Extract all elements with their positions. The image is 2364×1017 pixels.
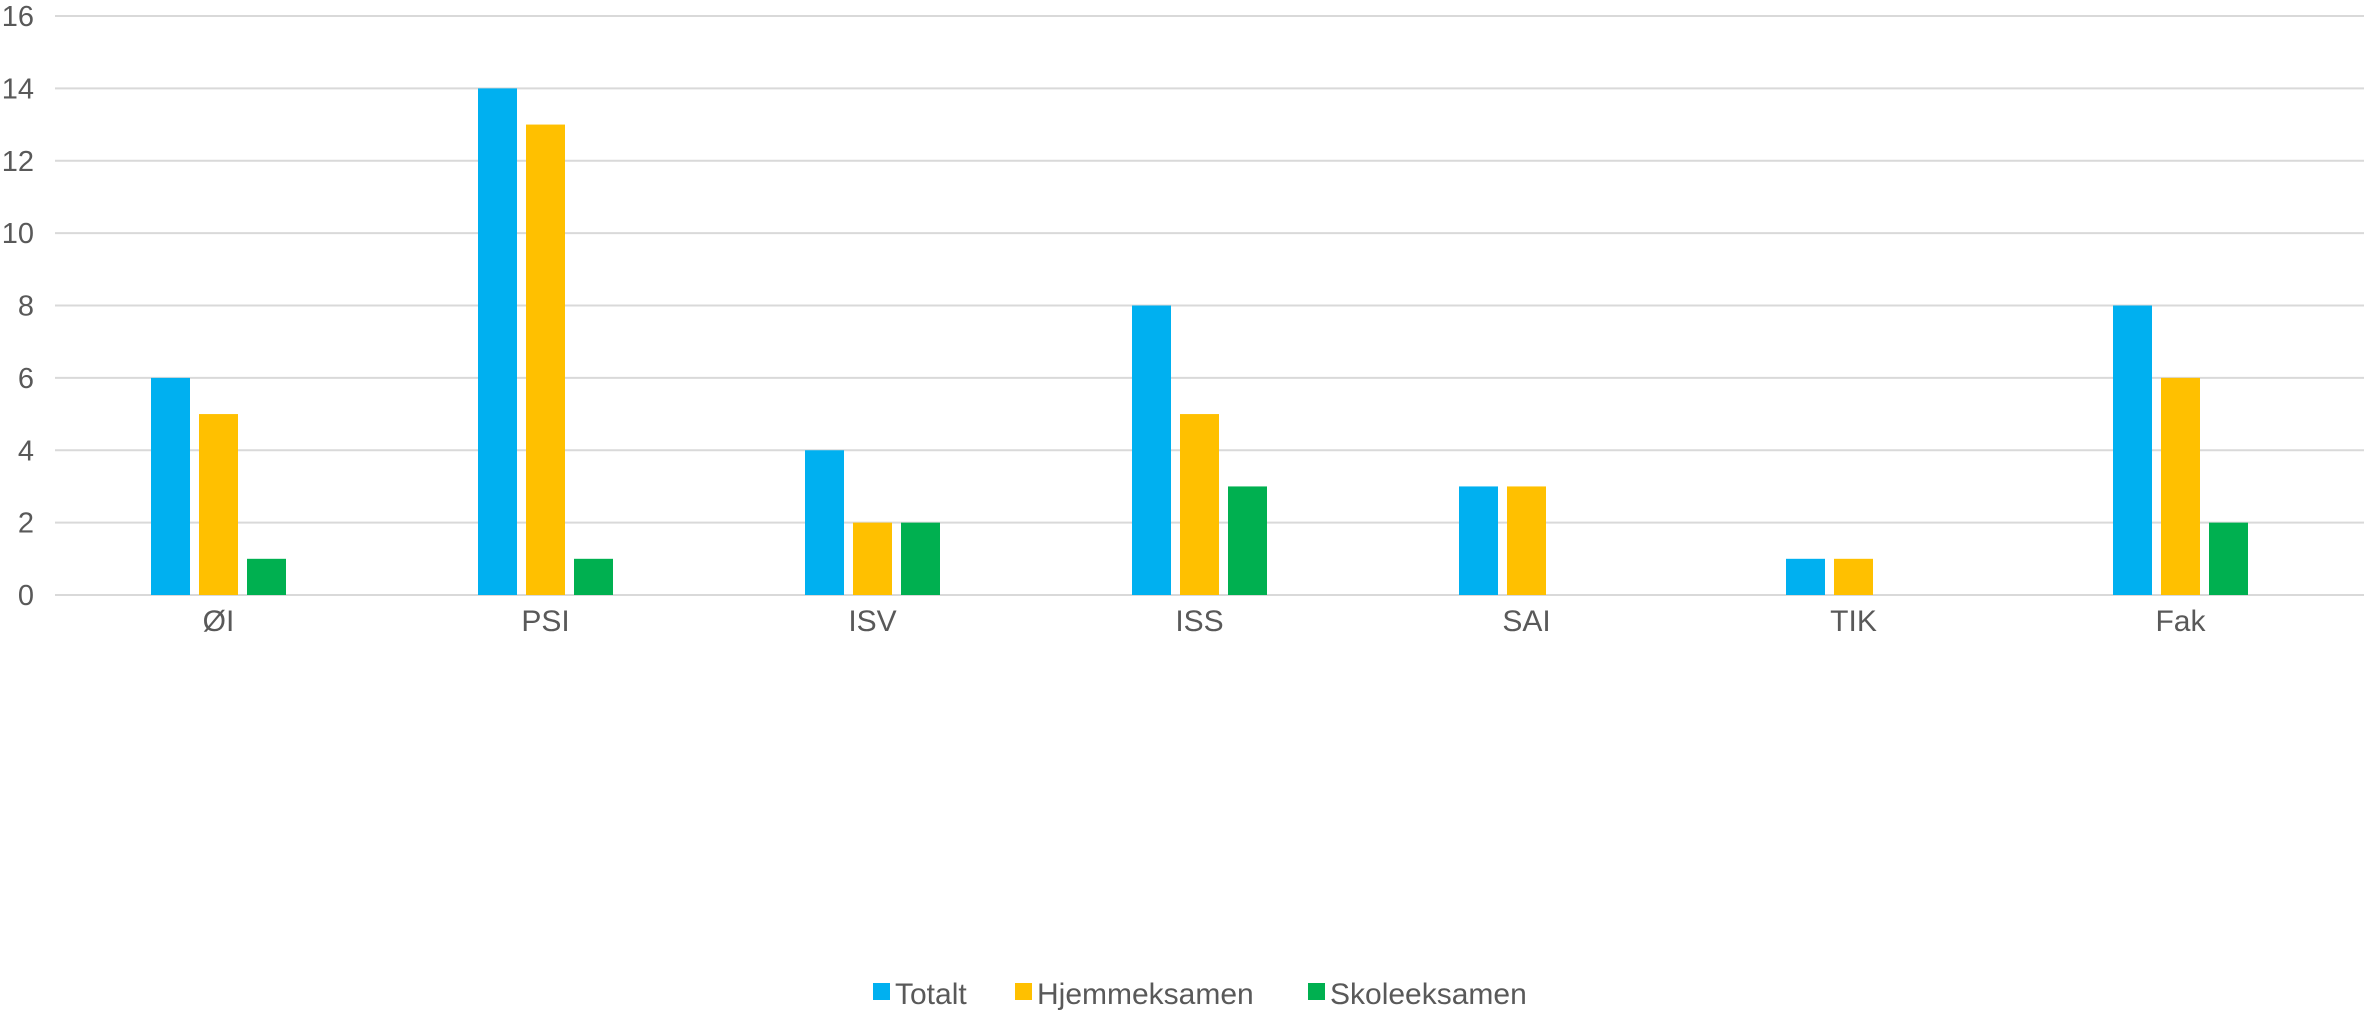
x-category-label: SAI — [1502, 605, 1550, 638]
x-axis-category-labels: ØI PSI ISV ISS SAI TIK Fak — [203, 605, 2207, 638]
bar-hjemmeksamen-4 — [1507, 486, 1546, 595]
bar-totalt-6 — [2113, 305, 2152, 595]
bar-skoleeksamen-2 — [901, 522, 940, 595]
legend-label-totalt: Totalt — [895, 978, 967, 1011]
bar-skoleeksamen-0 — [247, 558, 286, 595]
bar-hjemmeksamen-1 — [526, 124, 565, 595]
gridlines — [55, 15, 2364, 596]
x-category-label: ISS — [1175, 605, 1223, 638]
y-tick-label: 6 — [18, 363, 34, 395]
bars — [151, 88, 2248, 595]
y-tick-label: 4 — [18, 435, 34, 467]
bar-totalt-1 — [478, 88, 517, 595]
bar-hjemmeksamen-0 — [199, 414, 238, 595]
y-tick-label: 10 — [2, 218, 34, 250]
y-tick-label: 0 — [18, 580, 34, 612]
legend-swatch-skoleeksamen — [1308, 983, 1325, 1000]
bar-hjemmeksamen-3 — [1180, 414, 1219, 595]
y-tick-label: 14 — [2, 73, 34, 105]
bar-hjemmeksamen-5 — [1834, 558, 1873, 595]
x-category-label: Fak — [2155, 605, 2206, 638]
x-category-label: ØI — [203, 605, 235, 638]
legend-swatch-totalt — [873, 983, 890, 1000]
x-category-label: TIK — [1830, 605, 1877, 638]
y-tick-label: 8 — [18, 291, 34, 323]
legend: Totalt Hjemmeksamen Skoleeksamen — [873, 978, 1527, 1011]
y-axis-tick-labels: 0 2 4 6 8 10 12 14 16 — [2, 1, 34, 612]
bar-totalt-3 — [1132, 305, 1171, 595]
y-tick-label: 12 — [2, 146, 34, 178]
y-tick-label: 2 — [18, 508, 34, 540]
bar-hjemmeksamen-2 — [853, 522, 892, 595]
legend-swatch-hjemmeksamen — [1015, 983, 1032, 1000]
bar-totalt-0 — [151, 377, 190, 595]
bar-skoleeksamen-6 — [2209, 522, 2248, 595]
x-category-label: PSI — [521, 605, 569, 638]
y-tick-label: 16 — [2, 1, 34, 33]
bar-totalt-5 — [1786, 558, 1825, 595]
legend-label-hjemmeksamen: Hjemmeksamen — [1037, 978, 1254, 1011]
bar-totalt-4 — [1459, 486, 1498, 595]
legend-label-skoleeksamen: Skoleeksamen — [1330, 978, 1527, 1011]
x-category-label: ISV — [848, 605, 896, 638]
bar-skoleeksamen-1 — [574, 558, 613, 595]
bar-skoleeksamen-3 — [1228, 486, 1267, 595]
bar-totalt-2 — [805, 450, 844, 595]
bar-hjemmeksamen-6 — [2161, 377, 2200, 595]
